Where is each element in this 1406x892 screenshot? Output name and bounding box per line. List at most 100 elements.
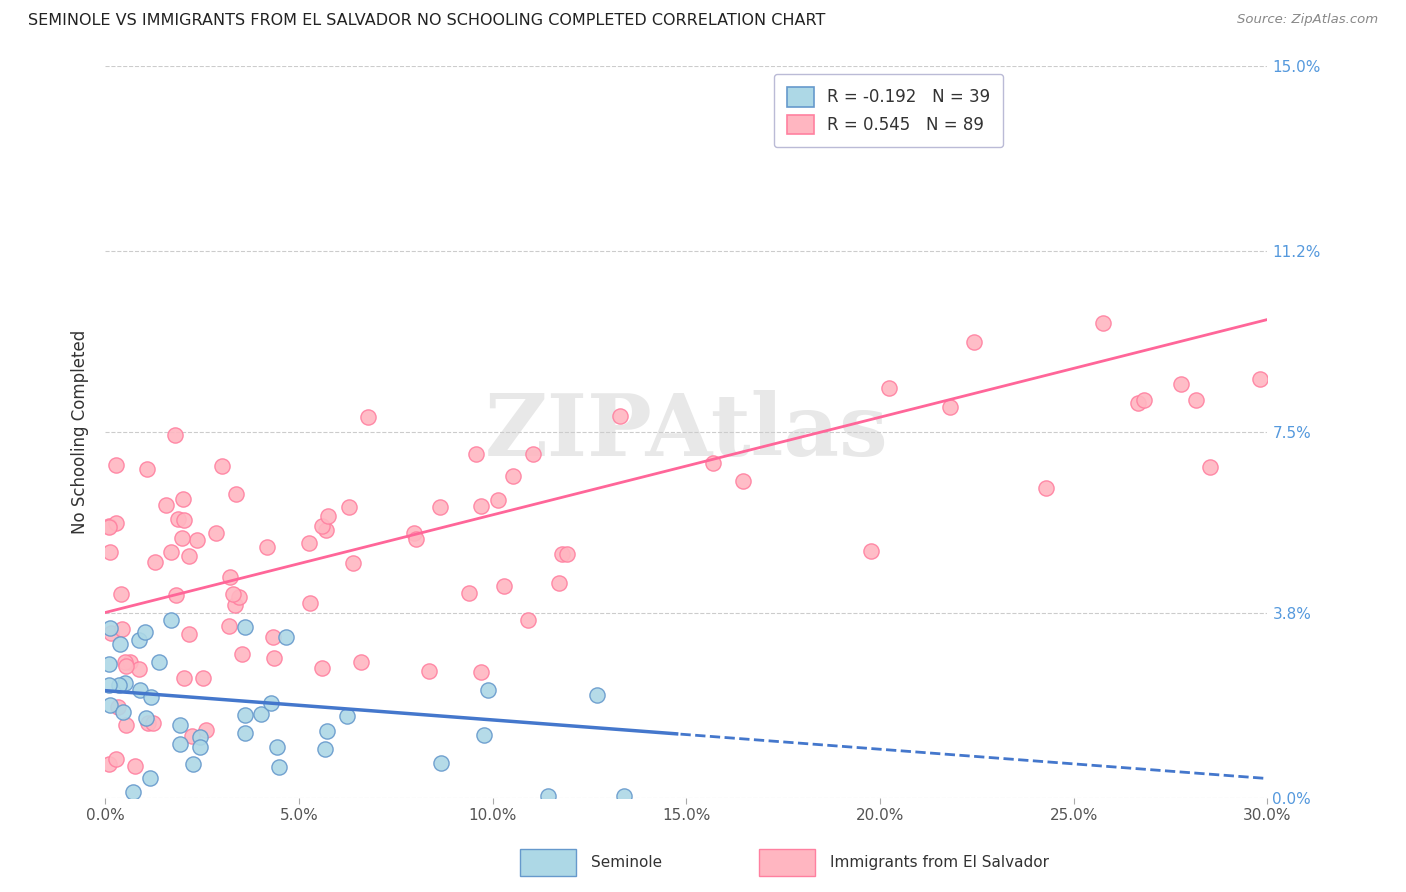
Point [225,487,247,501]
Point [170,531,193,545]
Point [98,678,121,692]
Point [457,586,479,600]
Point [1035,481,1057,495]
Point [188,740,211,755]
Point [260,696,283,710]
Point [120,656,142,670]
Point [155,498,177,512]
Point [135,711,157,725]
Point [138,715,160,730]
Point [537,789,560,803]
Point [470,665,492,680]
Point [470,499,492,513]
Point [110,637,132,651]
Point [100,625,122,640]
Point [110,587,132,601]
Point [219,570,242,584]
Point [311,661,333,675]
Point [522,447,544,461]
Point [114,676,136,690]
Point [141,690,163,705]
Point [1133,393,1156,408]
Point [122,785,145,799]
Point [1185,392,1208,407]
Point [350,655,373,669]
Point [337,500,360,515]
Point [143,555,166,569]
Point [1170,376,1192,391]
Point [195,723,218,737]
Point [134,624,156,639]
Point [262,631,284,645]
Point [429,500,451,514]
Point [263,651,285,665]
Point [557,547,579,561]
Point [316,724,339,739]
Point [114,656,136,670]
Point [177,627,200,641]
Point [429,756,451,771]
Point [318,508,340,523]
Point [405,532,427,546]
Point [1092,316,1115,330]
Point [98,657,121,672]
Point [357,409,380,424]
Point [418,664,440,678]
Point [181,729,204,743]
Point [98,520,121,534]
Point [224,598,246,612]
Point [256,540,278,554]
Point [104,752,127,766]
Point [486,492,509,507]
Point [231,647,253,661]
Point [464,447,486,461]
Point [112,705,135,719]
Point [98,757,121,772]
Point [136,462,159,476]
Point [98,698,121,713]
Text: SEMINOLE VS IMMIGRANTS FROM EL SALVADOR NO SCHOOLING COMPLETED CORRELATION CHART: SEMINOLE VS IMMIGRANTS FROM EL SALVADOR … [28,13,825,29]
Text: ZIPAtlas: ZIPAtlas [485,390,889,474]
Point [160,613,183,627]
FancyBboxPatch shape [520,849,576,876]
Point [336,709,359,723]
Point [477,683,499,698]
Point [128,662,150,676]
Point [218,619,240,633]
Point [879,381,901,395]
Point [314,741,336,756]
Point [551,547,574,561]
Point [104,458,127,472]
Point [222,587,245,601]
Legend: R = -0.192   N = 39, R = 0.545   N = 89: R = -0.192 N = 39, R = 0.545 N = 89 [773,74,1004,147]
Y-axis label: No Schooling Completed: No Schooling Completed [72,330,89,534]
Point [173,512,195,526]
Text: Seminole: Seminole [591,855,662,870]
Point [299,596,322,610]
Point [166,512,188,526]
Point [547,576,569,591]
Point [111,622,134,636]
Point [148,656,170,670]
Point [939,400,962,414]
Point [98,519,121,533]
Point [298,536,321,550]
Point [165,588,187,602]
Point [139,772,162,786]
Point [177,549,200,564]
Point [249,706,271,721]
Point [128,633,150,648]
Point [186,533,208,547]
Point [107,699,129,714]
Point [516,613,538,627]
Point [169,718,191,732]
Point [702,456,724,470]
Point [274,630,297,644]
Point [173,671,195,685]
Point [160,545,183,559]
Point [172,492,194,507]
Point [502,469,524,483]
Point [963,335,986,350]
Text: Source: ZipAtlas.com: Source: ZipAtlas.com [1237,13,1378,27]
Point [266,739,288,754]
